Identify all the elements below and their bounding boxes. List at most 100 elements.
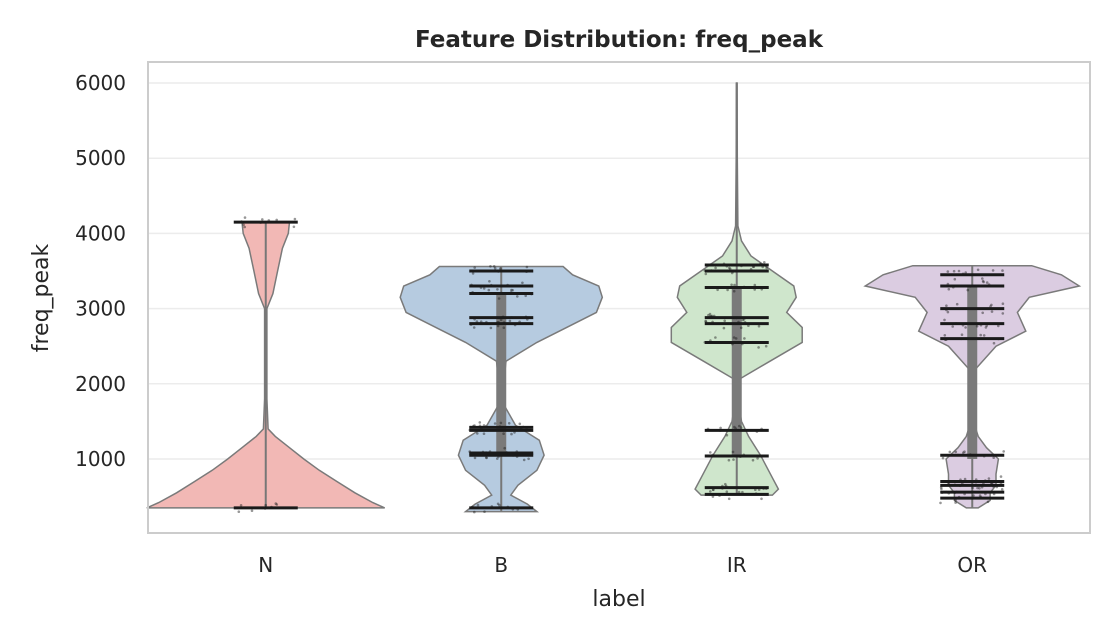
point-b-2-3 [511, 454, 515, 457]
point-or-0-5 [954, 499, 957, 502]
point-b-7-0 [496, 288, 499, 291]
point-b-2-9 [505, 451, 509, 455]
point-b-7-3 [516, 295, 519, 298]
point-b-6-7 [518, 320, 521, 324]
point-or-3-5 [987, 477, 991, 480]
point-b-5-4 [472, 326, 476, 329]
y-tick-label-4000: 4000 [75, 221, 126, 245]
point-ir-1-2 [721, 484, 724, 488]
point-ir-5-0 [757, 324, 761, 328]
y-tick-label-2000: 2000 [75, 372, 126, 396]
point-b-8-9 [490, 283, 493, 287]
point-b-5-0 [496, 324, 500, 328]
point-or-1-6 [955, 490, 958, 494]
point-ir-7-1 [726, 288, 729, 292]
point-b-9-2 [499, 267, 502, 270]
point-or-3-8 [974, 478, 978, 481]
x-tick-label-ir: IR [727, 553, 747, 577]
point-ir-4-5 [709, 339, 712, 342]
point-b-5-9 [502, 326, 506, 330]
point-n-1-8 [267, 219, 271, 222]
point-ir-0-2 [737, 490, 741, 494]
point-ir-9-7 [740, 264, 743, 268]
point-b-7-9 [511, 288, 514, 292]
point-or-8-8 [974, 284, 977, 288]
point-b-2-0 [503, 446, 507, 450]
point-or-3-4 [992, 485, 995, 488]
point-n-0-1 [239, 504, 243, 507]
point-b-3-3 [513, 431, 516, 434]
point-b-7-5 [524, 294, 527, 298]
point-or-6-6 [975, 324, 979, 328]
point-or-3-2 [999, 475, 1003, 478]
point-b-9-4 [489, 265, 492, 268]
point-or-7-9 [990, 310, 994, 313]
point-ir-0-5 [718, 494, 721, 497]
point-or-7-1 [945, 308, 948, 312]
point-ir-9-1 [763, 261, 766, 264]
point-n-1-2 [240, 220, 243, 223]
point-ir-3-4 [755, 430, 759, 433]
point-b-7-4 [500, 291, 503, 295]
point-n-0-6 [274, 502, 278, 505]
point-b-9-3 [493, 269, 497, 273]
point-b-6-2 [510, 316, 513, 319]
point-or-6-8 [964, 326, 967, 329]
x-tick-label-or: OR [957, 553, 987, 577]
plot-frame [147, 61, 1091, 534]
point-ir-7-6 [710, 286, 713, 289]
point-n-1-3 [293, 217, 297, 221]
y-tick-label-6000: 6000 [75, 71, 126, 95]
point-b-9-8 [493, 266, 497, 270]
violins-layer [146, 82, 1082, 513]
point-or-2-6 [1000, 488, 1004, 491]
y-tick-label-1000: 1000 [75, 447, 126, 471]
box-layer [260, 83, 978, 512]
point-ir-7-8 [753, 288, 756, 291]
point-ir-3-3 [725, 433, 729, 437]
point-ir-2-4 [742, 453, 746, 457]
point-or-1-8 [940, 491, 944, 495]
point-b-3-5 [482, 432, 486, 436]
point-b-5-8 [496, 321, 499, 324]
point-or-0-6 [979, 495, 983, 499]
point-b-8-6 [487, 288, 491, 292]
point-or-3-3 [959, 478, 962, 482]
point-b-6-8 [502, 321, 506, 324]
point-ir-8-4 [749, 267, 753, 271]
point-or-7-5 [981, 311, 984, 315]
point-ir-2-6 [727, 458, 731, 462]
point-ir-7-9 [716, 288, 719, 292]
point-n-0-8 [275, 503, 279, 506]
point-b-0-1 [473, 510, 476, 514]
point-ir-3-0 [760, 427, 763, 431]
y-axis-ticks: 1000 2000 3000 4000 5000 6000 [75, 71, 126, 471]
point-or-4-0 [992, 456, 995, 460]
point-or-5-2 [943, 334, 947, 337]
point-b-8-8 [521, 281, 524, 285]
point-b-3-0 [476, 432, 479, 435]
point-b-0-0 [490, 505, 494, 508]
iqr-box-ir [731, 286, 742, 456]
point-ir-5-6 [741, 318, 745, 322]
point-ir-3-9 [739, 426, 743, 429]
point-b-0-5 [516, 508, 520, 511]
point-or-1-1 [940, 487, 943, 491]
point-b-0-3 [498, 503, 501, 507]
point-or-9-0 [957, 269, 961, 273]
point-b-6-3 [526, 318, 529, 321]
point-or-5-1 [982, 334, 986, 337]
point-or-1-2 [957, 495, 961, 499]
point-ir-4-6 [731, 342, 734, 346]
point-ir-6-8 [723, 319, 726, 323]
point-b-7-6 [471, 291, 474, 294]
point-ir-6-0 [707, 313, 710, 317]
point-ir-6-3 [709, 314, 712, 318]
point-or-2-4 [971, 486, 974, 490]
point-b-2-8 [497, 455, 500, 459]
point-or-9-7 [952, 269, 956, 273]
point-ir-6-4 [708, 312, 712, 316]
point-or-8-2 [985, 281, 989, 284]
point-ir-4-3 [732, 336, 736, 339]
point-b-0-7 [496, 502, 500, 506]
